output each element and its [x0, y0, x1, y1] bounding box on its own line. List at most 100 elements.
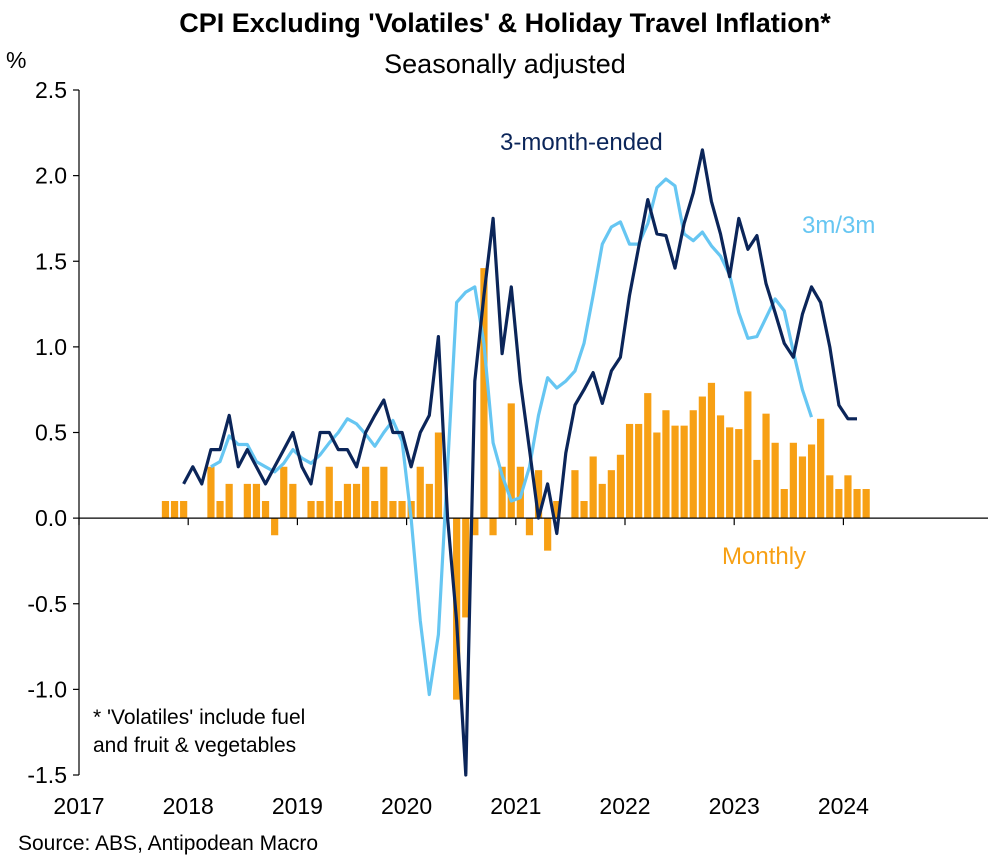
- monthly-bar: [170, 501, 179, 519]
- monthly-bar: [425, 483, 433, 519]
- monthly-bar: [844, 475, 852, 519]
- monthly-bar: [207, 466, 215, 519]
- monthly-bar: [380, 466, 388, 519]
- monthly-bar: [589, 456, 597, 519]
- y-tick-label: -1.5: [27, 762, 67, 788]
- y-tick-label: 2.0: [35, 163, 67, 189]
- monthly-bar: [707, 382, 716, 519]
- monthly-bar: [480, 268, 488, 519]
- x-tick-label: 2022: [599, 793, 650, 819]
- x-tick-label: 2024: [818, 793, 869, 819]
- monthly-bar: [817, 418, 825, 519]
- monthly-bar: [225, 483, 233, 519]
- x-tick-label: 2021: [490, 793, 541, 819]
- monthly-bar: [343, 483, 352, 519]
- y-tick-label: -1.0: [27, 676, 67, 702]
- monthly-bar: [726, 427, 734, 519]
- x-tick-label: 2020: [381, 793, 432, 819]
- x-tick-label: 2019: [272, 793, 323, 819]
- monthly-bar: [698, 396, 706, 519]
- monthly-bar: [571, 470, 579, 519]
- monthly-bar: [662, 410, 670, 519]
- monthly-bar: [553, 501, 561, 519]
- monthly-bar: [671, 425, 679, 519]
- monthly-bar: [644, 393, 652, 519]
- y-axis-unit-label: %: [6, 47, 26, 73]
- three-m-three-m-line: [210, 177, 814, 697]
- monthly-bar: [762, 413, 770, 519]
- y-tick-label: 2.5: [35, 77, 67, 103]
- y-axis: 2.5 2.0 1.5 1.0 0.5 0.0 -0.5 -1.0 -1.5: [27, 77, 79, 788]
- monthly-bar: [689, 410, 697, 519]
- monthly-bar: [680, 425, 688, 519]
- monthly-bar: [362, 466, 370, 519]
- monthly-bar: [261, 501, 270, 519]
- monthly-bar: [316, 501, 324, 519]
- source-note: Source: ABS, Antipodean Macro: [18, 832, 318, 855]
- monthly-bar: [534, 470, 543, 519]
- monthly-bar: [371, 501, 379, 519]
- monthly-bar: [271, 518, 279, 536]
- monthly-bar: [826, 475, 834, 519]
- monthly-bar: [525, 518, 534, 536]
- monthly-bar: [835, 489, 843, 519]
- chart-subtitle: Seasonally adjusted: [384, 49, 626, 79]
- monthly-label: Monthly: [722, 543, 806, 570]
- y-tick-label: -0.5: [27, 591, 67, 617]
- monthly-bar: [389, 501, 397, 519]
- monthly-bar: [607, 470, 615, 519]
- monthly-bar: [216, 501, 224, 519]
- y-tick-label: 1.0: [35, 334, 67, 360]
- chart-title: CPI Excluding 'Volatiles' & Holiday Trav…: [179, 8, 831, 38]
- monthly-bar: [307, 501, 315, 519]
- monthly-bar: [434, 432, 443, 519]
- monthly-bar: [161, 501, 170, 519]
- monthly-bar: [653, 432, 661, 519]
- monthly-bar: [280, 466, 288, 519]
- monthly-bar: [507, 403, 515, 519]
- x-tick-label: 2017: [53, 793, 104, 819]
- three-month-ended-line: [182, 148, 857, 777]
- x-tick-label: 2018: [163, 793, 214, 819]
- monthly-bar: [489, 518, 497, 536]
- three-month-ended-label: 3-month-ended: [500, 129, 663, 156]
- x-tick-label: 2023: [709, 793, 760, 819]
- monthly-bar: [735, 429, 743, 519]
- monthly-bar: [398, 501, 406, 519]
- monthly-bar: [753, 459, 761, 519]
- monthly-bar: [180, 501, 188, 519]
- y-tick-label: 0.5: [35, 420, 67, 446]
- monthly-bar: [416, 466, 424, 519]
- monthly-bar: [352, 483, 361, 519]
- monthly-bar: [462, 518, 470, 618]
- monthly-bar: [544, 518, 552, 551]
- monthly-bar: [498, 466, 506, 519]
- x-axis: 2017 2018 2019 2020 2021 2022 2023 2024: [53, 518, 869, 819]
- monthly-bar: [325, 466, 333, 519]
- monthly-bar: [862, 489, 870, 519]
- monthly-bar: [716, 415, 725, 519]
- footnote-line-2: and fruit & vegetables: [93, 734, 296, 757]
- y-tick-label: 1.5: [35, 248, 67, 274]
- three-m-three-m-label: 3m/3m: [802, 212, 875, 239]
- monthly-bar: [744, 391, 752, 519]
- monthly-bar: [798, 456, 807, 519]
- monthly-bar: [252, 483, 261, 519]
- monthly-bar: [780, 489, 788, 519]
- monthly-bar: [771, 442, 779, 519]
- monthly-bar: [243, 483, 251, 519]
- monthly-bar: [616, 454, 625, 519]
- y-tick-label: 0.0: [35, 505, 67, 531]
- monthly-bar: [807, 444, 816, 519]
- monthly-bar: [789, 442, 797, 519]
- monthly-bar: [625, 423, 634, 519]
- monthly-bar: [289, 483, 297, 519]
- monthly-bar: [635, 423, 643, 519]
- monthly-bar: [853, 489, 861, 519]
- monthly-bar: [580, 501, 588, 519]
- monthly-bars: [161, 268, 870, 700]
- monthly-bar: [598, 483, 606, 519]
- monthly-bar: [471, 518, 479, 536]
- footnote-line-1: * 'Volatiles' include fuel: [93, 706, 305, 729]
